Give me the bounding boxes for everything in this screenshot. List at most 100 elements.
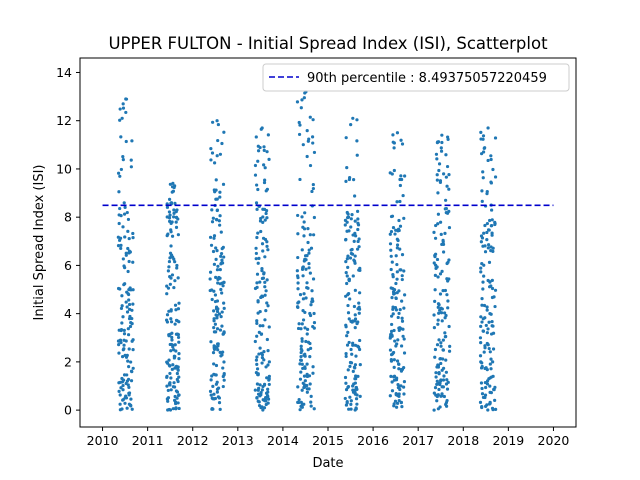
- data-point: [396, 227, 401, 231]
- data-point: [346, 254, 350, 258]
- data-point: [345, 401, 349, 405]
- data-point: [437, 168, 441, 173]
- data-point: [177, 393, 181, 397]
- data-point: [219, 230, 223, 234]
- data-point: [440, 242, 444, 247]
- data-point: [490, 218, 494, 222]
- data-point: [355, 247, 360, 251]
- data-point: [261, 220, 265, 224]
- data-point: [216, 122, 220, 127]
- data-point: [260, 361, 264, 365]
- data-point: [264, 289, 268, 293]
- data-point: [436, 322, 440, 326]
- data-point: [308, 355, 312, 359]
- data-point: [493, 175, 498, 179]
- data-point: [166, 232, 170, 236]
- data-point: [265, 376, 269, 380]
- data-point: [215, 249, 219, 253]
- data-point: [349, 347, 353, 352]
- data-point: [126, 246, 130, 251]
- data-point: [398, 268, 402, 272]
- data-point: [440, 307, 444, 311]
- data-point: [303, 211, 307, 215]
- data-point: [351, 116, 355, 120]
- data-point: [118, 402, 122, 406]
- data-point: [127, 307, 132, 311]
- data-point: [311, 277, 316, 281]
- data-point: [167, 259, 172, 264]
- data-point: [433, 253, 437, 258]
- data-point: [490, 233, 494, 237]
- data-point: [257, 386, 261, 390]
- data-point: [347, 317, 351, 321]
- data-point: [392, 404, 396, 408]
- data-point: [482, 274, 486, 278]
- data-point: [255, 183, 259, 187]
- data-point: [448, 344, 452, 348]
- data-point: [352, 258, 356, 262]
- data-point: [490, 278, 494, 282]
- data-point: [255, 367, 260, 371]
- data-point: [118, 118, 122, 122]
- data-point: [124, 139, 128, 144]
- data-point: [119, 167, 123, 172]
- data-point: [259, 405, 263, 410]
- y-tick-label: 4: [64, 306, 72, 321]
- data-point: [168, 332, 172, 336]
- data-point: [355, 118, 359, 122]
- data-point: [434, 152, 439, 156]
- data-point: [401, 193, 405, 198]
- data-point: [221, 245, 225, 249]
- data-point: [213, 299, 218, 304]
- data-point: [353, 219, 357, 223]
- data-point: [127, 251, 131, 255]
- data-point: [296, 301, 300, 305]
- data-point: [351, 252, 355, 256]
- data-point: [165, 215, 169, 219]
- data-point: [358, 394, 362, 398]
- data-point: [262, 383, 267, 387]
- data-point: [212, 344, 216, 348]
- data-point: [312, 233, 316, 237]
- data-point: [443, 288, 448, 293]
- data-point: [265, 244, 269, 248]
- data-point: [262, 148, 266, 152]
- data-point: [305, 387, 309, 391]
- data-point: [434, 375, 438, 379]
- data-point: [396, 315, 400, 320]
- data-point: [211, 351, 216, 355]
- data-point: [494, 407, 498, 412]
- data-point: [125, 305, 129, 309]
- data-point: [258, 145, 262, 150]
- data-point: [122, 373, 127, 377]
- data-point: [311, 141, 315, 145]
- data-point: [253, 163, 258, 168]
- data-point: [266, 387, 270, 391]
- data-point: [444, 404, 449, 408]
- data-point: [165, 374, 169, 378]
- data-point: [447, 187, 451, 191]
- data-point: [400, 274, 404, 278]
- data-point: [388, 242, 393, 246]
- data-point: [355, 402, 359, 406]
- data-point: [355, 387, 359, 391]
- data-point: [357, 237, 361, 241]
- data-point: [262, 271, 266, 275]
- data-point: [261, 215, 265, 219]
- data-point: [299, 400, 303, 404]
- data-point: [170, 234, 175, 238]
- data-point: [480, 361, 484, 365]
- data-point: [128, 324, 133, 329]
- data-point: [352, 304, 357, 309]
- data-point: [388, 336, 392, 340]
- data-point: [483, 223, 487, 228]
- data-point: [433, 288, 437, 292]
- data-point: [345, 334, 349, 338]
- data-point: [304, 267, 308, 271]
- data-point: [167, 265, 171, 269]
- data-point: [485, 238, 489, 242]
- data-point: [311, 118, 315, 122]
- data-point: [129, 379, 134, 383]
- data-point: [443, 231, 447, 235]
- data-point: [350, 352, 354, 356]
